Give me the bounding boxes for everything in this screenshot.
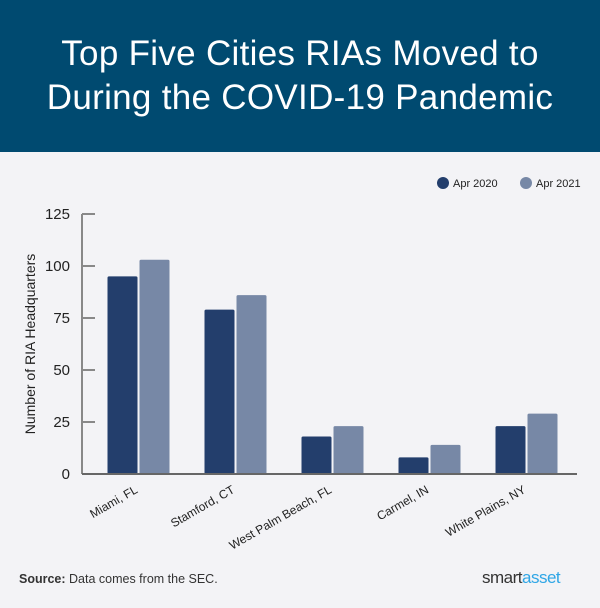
y-tick-label: 50	[53, 362, 70, 379]
x-tick-label: West Palm Beach, FL	[227, 482, 335, 552]
bar-apr-2021	[333, 426, 364, 474]
x-tick-label: Miami, FL	[87, 482, 140, 521]
y-tick-label: 0	[62, 466, 70, 483]
y-tick-label: 25	[53, 414, 70, 431]
y-tick-label: 75	[53, 310, 70, 327]
x-tick-label: Stamford, CT	[168, 482, 237, 530]
bar-apr-2021	[139, 259, 170, 474]
smartasset-logo: smartasset	[482, 568, 561, 587]
chart-title: Top Five Cities RIAs Moved to During the …	[46, 34, 554, 117]
bar-apr-2020	[398, 457, 429, 474]
source-note: Source: Data comes from the SEC.	[19, 572, 218, 586]
y-axis-label: Number of RIA Headquarters	[22, 254, 38, 435]
bar-chart: 0 25 50 75 100 125 Number of RIA Headquarters M…	[22, 177, 581, 553]
bar-apr-2021	[527, 413, 558, 474]
bar-apr-2020	[301, 436, 332, 474]
bar-apr-2020	[204, 309, 235, 474]
legend-marker	[437, 177, 449, 189]
x-tick-label: Carmel, IN	[374, 482, 431, 523]
bar-apr-2021	[430, 444, 461, 474]
legend-label: Apr 2021	[536, 178, 581, 190]
x-tick-label: White Plains, NY	[443, 482, 528, 539]
legend-marker	[520, 177, 532, 189]
bar-apr-2020	[495, 426, 526, 474]
title-banner: Top Five Cities RIAs Moved to During the …	[0, 0, 600, 152]
y-tick-label: 100	[45, 258, 70, 275]
bar-apr-2021	[236, 295, 267, 474]
legend-label: Apr 2020	[453, 178, 498, 190]
bar-apr-2020	[107, 276, 138, 474]
y-tick-label: 125	[45, 206, 70, 223]
